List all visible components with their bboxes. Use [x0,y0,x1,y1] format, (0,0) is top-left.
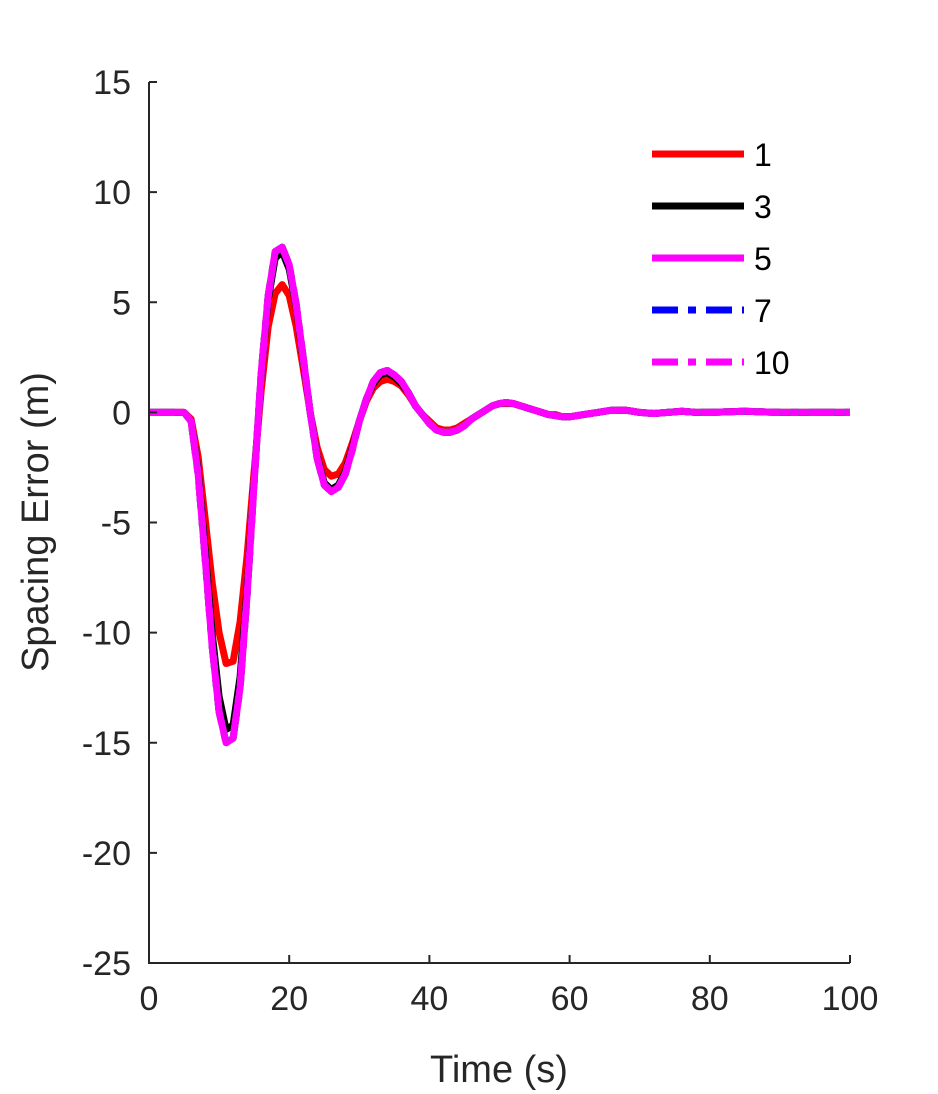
y-tick-label: 0 [112,394,131,432]
legend-label: 10 [754,345,790,381]
x-tick-label: 100 [822,980,879,1018]
legend-label: 5 [754,241,772,277]
x-tick-label: 20 [270,980,308,1018]
y-tick-label: -10 [82,615,131,653]
y-tick-label: 5 [112,284,131,322]
y-tick-label: -20 [82,835,131,873]
y-tick-label: -15 [82,725,131,763]
legend-label: 3 [754,189,772,225]
y-tick-label: 15 [93,64,131,102]
x-tick-label: 40 [410,980,448,1018]
x-tick-label: 80 [691,980,729,1018]
y-axis-label: Spacing Error (m) [15,372,57,672]
y-tick-label: -5 [101,505,131,543]
series-layer [149,243,850,747]
legend-label: 1 [754,137,772,173]
y-tick-label: -25 [82,945,131,983]
series-line-5 [149,243,850,747]
x-tick-label: 0 [140,980,159,1018]
x-tick-label: 60 [551,980,589,1018]
series-line-10 [149,243,850,747]
y-tick-label: 10 [93,174,131,212]
legend: 1 3 5 7 10 [652,137,790,381]
legend-label: 7 [754,293,772,329]
x-axis-label: Time (s) [430,1049,568,1091]
